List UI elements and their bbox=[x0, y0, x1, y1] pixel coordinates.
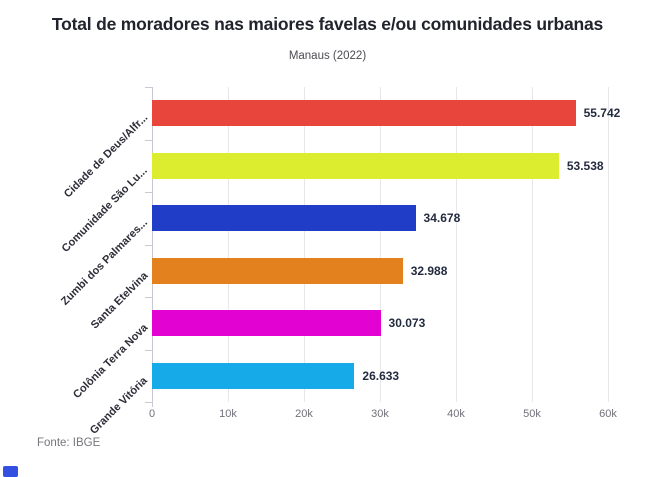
category-label: Zumbi dos Palmares... bbox=[59, 217, 151, 309]
x-tick-label: 20k bbox=[295, 408, 313, 420]
gridline-30k bbox=[380, 87, 381, 402]
bar-value-label: 53.538 bbox=[566, 158, 604, 173]
infogram-logo-icon[interactable] bbox=[3, 466, 18, 477]
bar-1[interactable] bbox=[152, 100, 576, 127]
category-label: Cidade de Deus/Alfr... bbox=[61, 112, 151, 201]
x-tick-label: 40k bbox=[447, 408, 465, 420]
category-axis-tick bbox=[145, 87, 152, 88]
bar-value-label: 30.073 bbox=[388, 316, 426, 331]
category-axis-tick bbox=[145, 297, 152, 298]
bar-4[interactable] bbox=[152, 257, 403, 284]
x-tick-label: 60k bbox=[599, 408, 617, 420]
gridline-10k bbox=[228, 87, 229, 402]
x-tick-label: 10k bbox=[219, 408, 237, 420]
category-axis-tick bbox=[145, 139, 152, 141]
x-tick-label: 0 bbox=[148, 408, 156, 420]
bar-3[interactable] bbox=[152, 205, 416, 232]
gridline-20k bbox=[304, 87, 305, 402]
bar-6[interactable] bbox=[152, 362, 355, 389]
bar-value-label: 34.678 bbox=[423, 211, 461, 226]
chart-title: Total de moradores nas maiores favelas e… bbox=[51, 14, 604, 34]
gridline-40k bbox=[456, 87, 457, 402]
bar-value-label: 55.742 bbox=[583, 106, 621, 121]
bar-value-label: 26.633 bbox=[362, 368, 400, 383]
category-axis-tick bbox=[145, 402, 152, 403]
x-tick-label: 30k bbox=[371, 408, 389, 420]
chart-subtitle: Manaus (2022) bbox=[288, 50, 367, 62]
gridline-60k bbox=[608, 87, 609, 402]
gridline-50k bbox=[532, 87, 533, 402]
y-axis-line bbox=[152, 87, 153, 407]
category-axis-tick bbox=[145, 349, 152, 351]
source-note: Fonte: IBGE bbox=[37, 437, 101, 449]
x-tick-label: 50k bbox=[523, 408, 541, 420]
category-axis-tick bbox=[145, 192, 152, 193]
bar-value-label: 32.988 bbox=[410, 263, 448, 278]
category-axis-tick bbox=[145, 244, 152, 246]
bar-2[interactable] bbox=[152, 152, 559, 179]
bar-5[interactable] bbox=[152, 310, 381, 337]
